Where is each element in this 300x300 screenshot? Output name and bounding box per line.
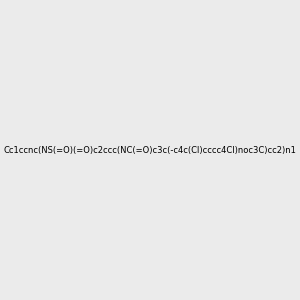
Text: Cc1ccnc(NS(=O)(=O)c2ccc(NC(=O)c3c(-c4c(Cl)cccc4Cl)noc3C)cc2)n1: Cc1ccnc(NS(=O)(=O)c2ccc(NC(=O)c3c(-c4c(C… bbox=[4, 146, 296, 154]
